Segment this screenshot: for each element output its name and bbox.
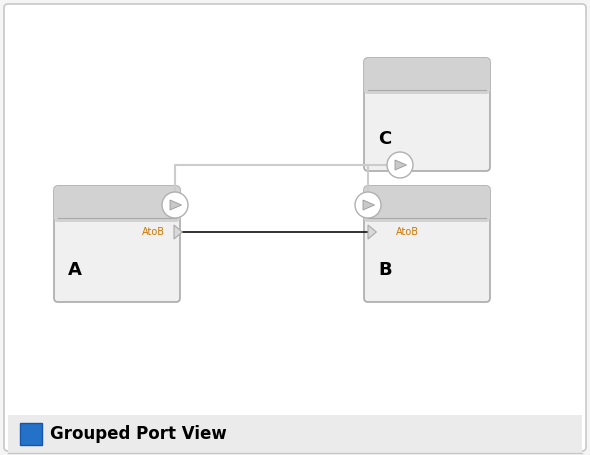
Circle shape [387,152,413,178]
FancyBboxPatch shape [20,423,42,445]
FancyBboxPatch shape [364,58,490,171]
Polygon shape [368,225,376,239]
FancyBboxPatch shape [364,186,490,222]
FancyBboxPatch shape [8,415,582,453]
Text: A: A [68,261,82,278]
Text: AtoB: AtoB [142,227,165,237]
Circle shape [162,192,188,218]
FancyBboxPatch shape [368,212,486,218]
Circle shape [355,192,381,218]
Polygon shape [363,200,375,210]
Text: AtoB: AtoB [396,227,419,237]
FancyBboxPatch shape [54,186,180,302]
Text: C: C [378,130,391,147]
FancyBboxPatch shape [54,186,180,222]
FancyBboxPatch shape [368,84,486,90]
Polygon shape [174,225,182,239]
Polygon shape [395,160,407,170]
Text: Grouped Port View: Grouped Port View [50,425,227,443]
FancyBboxPatch shape [364,58,490,94]
Polygon shape [170,200,182,210]
FancyBboxPatch shape [58,212,176,218]
Text: B: B [378,261,392,278]
FancyBboxPatch shape [364,186,490,302]
FancyBboxPatch shape [4,4,586,451]
